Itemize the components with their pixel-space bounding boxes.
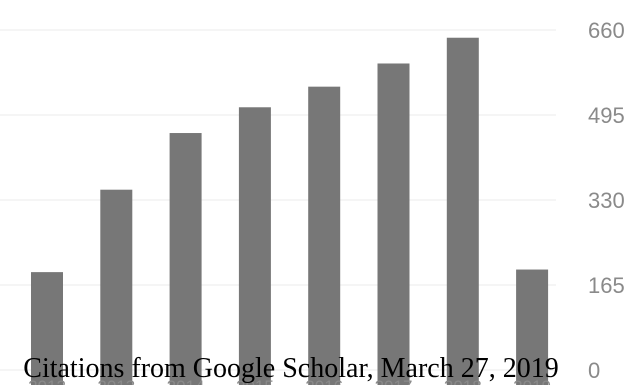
x-tick-label: 2016: [305, 377, 343, 385]
chart-caption: Citations from Google Scholar, March 27,…: [23, 353, 559, 384]
bar-2014: [169, 133, 202, 385]
x-tick-label: 2012: [28, 377, 66, 385]
bar-2019: [516, 269, 549, 385]
x-tick-label: 2015: [236, 377, 274, 385]
bar-2016: [308, 86, 341, 385]
y-tick-label: 495: [588, 103, 625, 128]
bar-2018: [446, 37, 479, 385]
bar-2013: [100, 189, 133, 385]
x-tick-label: 2014: [167, 377, 205, 385]
x-tick-label: 2018: [444, 377, 482, 385]
bar-2017: [377, 63, 410, 385]
y-tick-label: 165: [588, 273, 625, 298]
y-tick-label: 330: [588, 188, 625, 213]
x-tick-label: 2013: [97, 377, 135, 385]
x-tick-label: 2019: [513, 377, 551, 385]
x-tick-label: 2017: [375, 377, 413, 385]
bar-2015: [238, 107, 271, 385]
y-tick-label: 0: [588, 358, 600, 383]
x-axis-ticks: 2012 2013 2014 2015 2016 2017 2018 2019: [28, 377, 551, 385]
bar-2012: [31, 272, 63, 385]
y-axis-ticks: 0 165 330 495 660: [588, 18, 625, 383]
bars: [31, 37, 549, 385]
y-tick-label: 660: [588, 18, 625, 43]
